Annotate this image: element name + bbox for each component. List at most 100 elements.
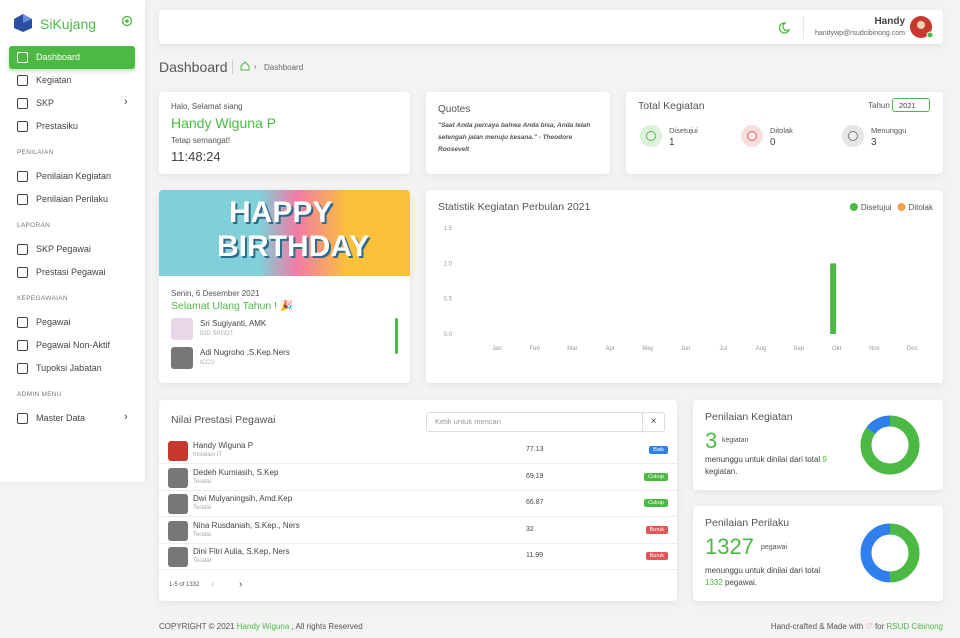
- employee-name[interactable]: Dedeh Kurniasih, S.Kep: [193, 467, 279, 477]
- divider: [232, 60, 233, 74]
- menu-item[interactable]: Pegawai: [36, 317, 71, 327]
- salutation: Halo, Selamat siang: [171, 102, 243, 111]
- menu-item[interactable]: Prestasi Pegawai: [36, 267, 106, 277]
- heart-icon: ♡: [865, 622, 873, 631]
- row-border: [159, 569, 677, 570]
- menu-item[interactable]: SKP: [36, 98, 55, 108]
- breadcrumb-sep: ›: [254, 62, 257, 71]
- legend-label: Disetujui: [861, 203, 892, 212]
- user-avatar[interactable]: [910, 16, 934, 40]
- year-select[interactable]: 2021: [892, 98, 930, 112]
- chart-card: Statistik Kegiatan Perbulan 2021 0.0 0.5 1…: [426, 190, 943, 383]
- total-kegiatan-card: Total Kegiatan Tahun 2021 Disetujui 1 Dito…: [626, 92, 943, 174]
- next-page[interactable]: ›: [239, 579, 243, 590]
- divider: [803, 15, 804, 39]
- menu-item[interactable]: Prestasiku: [36, 121, 79, 131]
- score: 32: [526, 525, 534, 533]
- menu-item[interactable]: Master Data: [36, 413, 86, 423]
- stat-value: 1: [669, 137, 675, 148]
- search-input[interactable]: Ketik untuk mencari: [426, 412, 643, 432]
- employee-unit: Teratai: [193, 478, 212, 485]
- menu-item[interactable]: SKP Pegawai: [36, 244, 91, 254]
- menu-icon: [17, 317, 28, 328]
- donut-segment: [860, 523, 920, 583]
- person-unit: ICCU: [200, 360, 215, 366]
- pin-toggle[interactable]: [121, 15, 133, 27]
- theme-toggle[interactable]: [776, 21, 790, 35]
- row-avatar: [168, 441, 188, 461]
- clear-button[interactable]: ×: [642, 412, 665, 432]
- active-highlight: [9, 46, 135, 69]
- employee-name[interactable]: Dini Fitri Aulia, S.Kep, Ners: [193, 547, 290, 556]
- count-unit: pegawai: [761, 544, 788, 551]
- scrollbar[interactable]: [395, 318, 398, 354]
- submenu-chevron: ›: [124, 411, 128, 423]
- menu-icon: [17, 340, 28, 351]
- card-title: Total Kegiatan: [638, 100, 705, 112]
- person-avatar: [171, 347, 193, 369]
- pagination-info: 1-5 of 1332: [169, 582, 200, 588]
- stat-label: Ditolak: [770, 126, 793, 135]
- quotes-card: Quotes "Saat Anda percaya bahwa Anda bis…: [426, 92, 610, 174]
- x-tick-label: Aug: [756, 346, 767, 352]
- greeting-card: Halo, Selamat siang Handy Wiguna P Tetap…: [159, 92, 410, 174]
- birthday-card: HAPPY BIRTHDAY Senin, 6 Desember 2021 Se…: [159, 190, 410, 383]
- quote-text: "Saat Anda percaya bahwa Anda bisa, Anda…: [438, 122, 591, 153]
- stat-label: Disetujui: [669, 126, 698, 135]
- count: 1327: [705, 534, 754, 559]
- row-border: [159, 516, 677, 517]
- author-link[interactable]: Handy Wiguna: [236, 622, 290, 631]
- chart-title: Statistik Kegiatan Perbulan 2021: [438, 201, 591, 213]
- menu-icon: [17, 75, 28, 86]
- summary: menunggu untuk dinilai dari total 9 kegi…: [705, 454, 830, 478]
- birthday-banner: HAPPY BIRTHDAY: [159, 190, 410, 276]
- legend-label: Ditolak: [909, 203, 934, 212]
- row-border: [159, 489, 677, 491]
- x-tick-label: Okt: [832, 346, 842, 352]
- banner-line: BIRTHDAY: [217, 230, 370, 263]
- summary-total: 1332: [705, 578, 723, 587]
- menu-item[interactable]: Pegawai Non-Aktif: [36, 340, 111, 350]
- x-tick-label: Feb: [529, 346, 540, 352]
- clock: 11:48:24: [171, 149, 221, 164]
- employee-name[interactable]: Nina Rusdaniah, S.Kep., Ners: [193, 520, 300, 530]
- employee-name[interactable]: Dwi Mulyaningsih, Amd.Kep: [193, 494, 293, 503]
- x-tick-label: May: [642, 346, 653, 352]
- badge: Cukup: [644, 499, 668, 507]
- home-icon[interactable]: [240, 61, 250, 71]
- person-name: Adi Nugroho ,S.Kep.Ners: [200, 348, 290, 357]
- badge: Buruk: [645, 525, 668, 534]
- stat-value: 3: [871, 137, 877, 148]
- menu-item[interactable]: Penilaian Kegiatan: [36, 171, 112, 181]
- copyright: COPYRIGHT © 2021 Handy Wiguna , All righ…: [159, 622, 363, 631]
- x-tick-label: Des: [907, 346, 918, 352]
- x-tick-label: Jan: [492, 346, 502, 352]
- employee-unit: Teratai: [193, 505, 212, 511]
- org-link[interactable]: RSUD Cibinong: [886, 622, 943, 631]
- x-tick-label: Mar: [567, 346, 577, 352]
- menu-item[interactable]: Tupoksi Jabatan: [36, 363, 102, 373]
- card-title: Penilaian Kegiatan: [705, 411, 793, 423]
- summary-text: menunggu untuk dinilai dari total: [705, 455, 821, 464]
- donut-segment: [860, 415, 920, 475]
- penilaian-perilaku-card: Penilaian Perilaku 1327 pegawai menunggu un…: [693, 506, 943, 601]
- employee-unit: Teratai: [193, 558, 212, 564]
- table-card: Nilai Prestasi Pegawai Ketik untuk menca…: [159, 400, 677, 601]
- row-avatar: [168, 547, 188, 567]
- x-tick-label: Jul: [720, 346, 728, 352]
- score: 69.19: [526, 472, 544, 480]
- y-tick-label: 0.0: [444, 332, 453, 338]
- employee-name[interactable]: Handy Wiguna P: [193, 441, 254, 450]
- card-title: Penilaian Perilaku: [705, 517, 790, 529]
- menu-item[interactable]: Penilaian Perilaku: [36, 194, 109, 204]
- stat-icon-ring: [646, 131, 656, 141]
- menu-icon: [17, 121, 28, 132]
- prev-page[interactable]: ‹: [211, 579, 215, 590]
- quotes-title: Quotes: [438, 104, 471, 115]
- menu-item[interactable]: Dashboard: [36, 52, 81, 62]
- person-unit: IGD SPGDT: [200, 331, 234, 337]
- user-name[interactable]: Handy: [874, 16, 905, 27]
- credits: Hand-crafted & Made with ♡ for RSUD Cibi…: [771, 622, 943, 631]
- badge: Baik: [649, 446, 668, 454]
- menu-item[interactable]: Kegiatan: [36, 75, 72, 85]
